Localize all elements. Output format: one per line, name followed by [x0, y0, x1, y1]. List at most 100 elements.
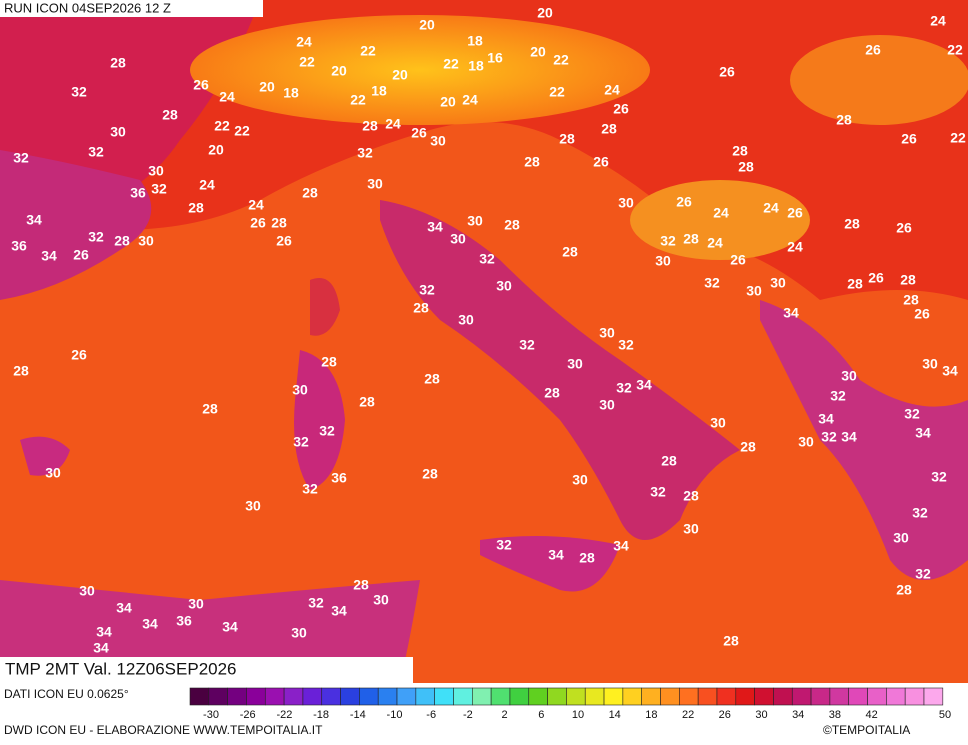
- temperature-label: 32: [308, 595, 324, 611]
- color-swatch: [867, 687, 887, 706]
- temperature-label: 32: [904, 406, 920, 422]
- temperature-label: 32: [618, 337, 634, 353]
- temperature-label: 28: [544, 385, 560, 401]
- brand: ©TEMPOITALIA: [823, 723, 910, 737]
- temperature-label: 28: [847, 276, 863, 292]
- color-swatch: [415, 687, 435, 706]
- temperature-label: 26: [719, 64, 735, 80]
- temperature-label: 30: [367, 176, 383, 192]
- temperature-label: 26: [787, 205, 803, 221]
- temperature-label: 32: [88, 229, 104, 245]
- color-swatch: [396, 687, 417, 706]
- temperature-label: 20: [530, 44, 546, 60]
- temperature-label: 30: [292, 382, 308, 398]
- temperature-label: 30: [148, 163, 164, 179]
- temperature-label: 28: [903, 292, 919, 308]
- color-swatch: [904, 687, 925, 706]
- temperature-label: 26: [593, 154, 609, 170]
- temperature-label: 34: [915, 425, 931, 441]
- temperature-label: 32: [616, 380, 632, 396]
- temperature-label: 20: [331, 63, 347, 79]
- temperature-label: 26: [896, 220, 912, 236]
- color-swatch: [359, 687, 379, 706]
- temperature-label: 28: [188, 200, 204, 216]
- temperature-label: 30: [893, 530, 909, 546]
- temperature-label: 34: [942, 363, 958, 379]
- colorbar-tick-label: -30: [203, 709, 219, 721]
- temperature-label: 34: [613, 538, 629, 554]
- color-swatch: [679, 687, 699, 706]
- colorbar-tick-label: -26: [240, 709, 256, 721]
- temperature-label: 32: [660, 233, 676, 249]
- temperature-label: 30: [45, 465, 61, 481]
- temperature-label: 32: [496, 537, 512, 553]
- temperature-label: 32: [419, 282, 435, 298]
- temperature-label: 28: [896, 582, 912, 598]
- temperature-label: 28: [836, 112, 852, 128]
- color-swatch: [321, 687, 341, 706]
- temperature-label: 26: [730, 252, 746, 268]
- temperature-label: 28: [579, 550, 595, 566]
- temperature-label: 26: [914, 306, 930, 322]
- temperature-label: 32: [293, 434, 309, 450]
- temperature-label: 26: [865, 42, 881, 58]
- colorbar-tick-label: 30: [755, 709, 767, 721]
- temperature-label: 34: [116, 600, 132, 616]
- colorbar-tick-label: -6: [426, 709, 436, 721]
- temperature-label: 30: [291, 625, 307, 641]
- temperature-label: 32: [88, 144, 104, 160]
- temperature-label: 32: [357, 145, 373, 161]
- temperature-label: 34: [548, 547, 564, 563]
- color-swatch: [377, 687, 398, 706]
- color-swatch: [754, 687, 774, 706]
- temperature-label: 28: [601, 121, 617, 137]
- temperature-label: 34: [142, 616, 158, 632]
- source: DATI ICON EU 0.0625°: [4, 687, 129, 701]
- colorbar-tick-label: -10: [387, 709, 403, 721]
- temperature-label: 22: [950, 130, 966, 146]
- temperature-label: 26: [676, 194, 692, 210]
- temperature-label: 32: [821, 429, 837, 445]
- temperature-label: 30: [922, 356, 938, 372]
- temperature-label: 32: [704, 275, 720, 291]
- temperature-label: 30: [798, 434, 814, 450]
- color-swatch: [584, 687, 605, 706]
- validity: TMP 2MT Val. 12Z06SEP2026: [5, 659, 237, 678]
- temperature-label: 32: [912, 505, 928, 521]
- temperature-label: 30: [599, 397, 615, 413]
- temperature-label: 30: [467, 213, 483, 229]
- temperature-label: 28: [723, 633, 739, 649]
- colorbar-tick-label: 14: [609, 709, 621, 721]
- temperature-label: 28: [359, 394, 375, 410]
- temperature-label: 28: [524, 154, 540, 170]
- temperature-label: 28: [661, 453, 677, 469]
- color-swatch: [472, 687, 492, 706]
- colorbar-tick-label: 50: [939, 709, 951, 721]
- color-swatch: [283, 687, 304, 706]
- temperature-label: 22: [350, 92, 366, 108]
- color-swatch: [810, 687, 831, 706]
- temperature-label: 34: [41, 248, 57, 264]
- temperature-label: 26: [250, 215, 266, 231]
- temperature-label: 24: [713, 205, 729, 221]
- temperature-label: 34: [783, 305, 799, 321]
- temperature-label: 34: [222, 619, 238, 635]
- temperature-label: 22: [299, 54, 315, 70]
- color-swatch: [547, 687, 567, 706]
- color-swatch: [264, 687, 285, 706]
- temperature-label: 30: [618, 195, 634, 211]
- temperature-label: 24: [199, 177, 215, 193]
- temperature-label: 36: [11, 238, 27, 254]
- temperature-label: 28: [110, 55, 126, 71]
- colorbar-tick-label: 2: [502, 709, 508, 721]
- temperature-label: 30: [655, 253, 671, 269]
- temperature-label: 28: [302, 185, 318, 201]
- temperature-label: 32: [519, 337, 535, 353]
- color-swatch: [434, 687, 454, 706]
- temperature-label: 20: [440, 94, 456, 110]
- temperature-label: 18: [467, 33, 483, 49]
- temperature-label: 28: [413, 300, 429, 316]
- temperature-label: 34: [427, 219, 443, 235]
- temperature-label: 24: [604, 82, 620, 98]
- color-swatch: [791, 687, 812, 706]
